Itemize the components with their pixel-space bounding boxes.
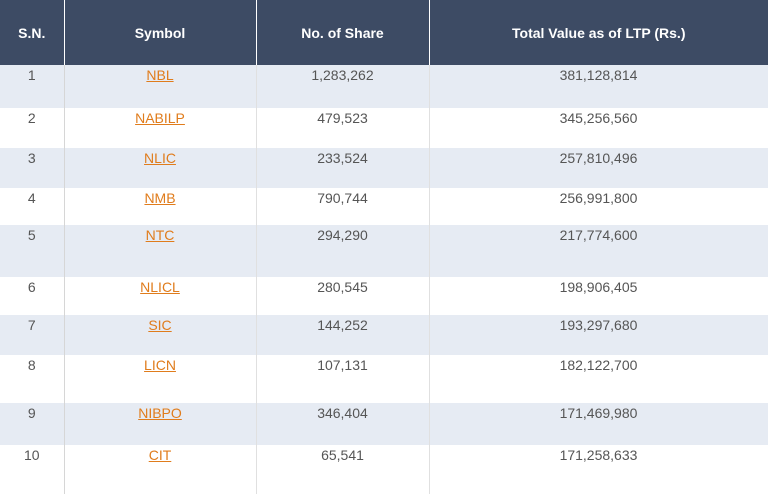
cell-sn: 4 (0, 188, 65, 225)
cell-symbol: NIBPO (63, 403, 257, 445)
header-symbol: Symbol (63, 0, 257, 65)
table-row: 1 NBL 1,283,262 381,128,814 (0, 65, 768, 108)
cell-total-value: 381,128,814 (428, 65, 768, 108)
cell-sn: 6 (0, 277, 65, 315)
symbol-link[interactable]: NIBPO (138, 405, 182, 421)
cell-sn: 7 (0, 315, 65, 355)
header-shares: No. of Share (255, 0, 430, 65)
cell-total-value: 171,258,633 (428, 445, 768, 494)
cell-sn: 8 (0, 355, 65, 403)
symbol-link[interactable]: NLIC (144, 150, 176, 166)
cell-total-value: 171,469,980 (428, 403, 768, 445)
cell-sn: 3 (0, 148, 65, 188)
cell-shares: 280,545 (255, 277, 430, 315)
symbol-link[interactable]: NTC (145, 227, 175, 243)
cell-shares: 1,283,262 (255, 65, 430, 108)
cell-total-value: 182,122,700 (428, 355, 768, 403)
cell-symbol: NBL (63, 65, 257, 108)
cell-symbol: NLICL (63, 277, 257, 315)
cell-total-value: 256,991,800 (428, 188, 768, 225)
table-body: 1 NBL 1,283,262 381,128,814 2 NABILP 479… (0, 65, 768, 494)
symbol-link[interactable]: NMB (144, 190, 176, 206)
cell-symbol: CIT (63, 445, 257, 494)
cell-symbol: SIC (63, 315, 257, 355)
cell-shares: 790,744 (255, 188, 430, 225)
symbol-link[interactable]: LICN (144, 357, 176, 373)
cell-total-value: 193,297,680 (428, 315, 768, 355)
table-row: 3 NLIC 233,524 257,810,496 (0, 148, 768, 188)
cell-shares: 107,131 (255, 355, 430, 403)
cell-sn: 10 (0, 445, 65, 494)
symbol-link[interactable]: NABILP (135, 110, 185, 126)
header-sn: S.N. (0, 0, 65, 65)
cell-shares: 479,523 (255, 108, 430, 148)
table-row: 8 LICN 107,131 182,122,700 (0, 355, 768, 403)
cell-symbol: LICN (63, 355, 257, 403)
symbol-link[interactable]: NLICL (140, 279, 180, 295)
cell-shares: 294,290 (255, 225, 430, 277)
table-row: 10 CIT 65,541 171,258,633 (0, 445, 768, 494)
header-total-value: Total Value as of LTP (Rs.) (428, 0, 768, 65)
cell-symbol: NTC (63, 225, 257, 277)
cell-sn: 1 (0, 65, 65, 108)
table-row: 7 SIC 144,252 193,297,680 (0, 315, 768, 355)
cell-shares: 144,252 (255, 315, 430, 355)
cell-total-value: 217,774,600 (428, 225, 768, 277)
table-row: 6 NLICL 280,545 198,906,405 (0, 277, 768, 315)
cell-total-value: 345,256,560 (428, 108, 768, 148)
table-row: 2 NABILP 479,523 345,256,560 (0, 108, 768, 148)
cell-symbol: NLIC (63, 148, 257, 188)
cell-symbol: NMB (63, 188, 257, 225)
cell-sn: 5 (0, 225, 65, 277)
table-header: S.N. Symbol No. of Share Total Value as … (0, 0, 768, 65)
cell-total-value: 198,906,405 (428, 277, 768, 315)
table-row: 5 NTC 294,290 217,774,600 (0, 225, 768, 277)
header-row: S.N. Symbol No. of Share Total Value as … (0, 0, 768, 65)
table-row: 9 NIBPO 346,404 171,469,980 (0, 403, 768, 445)
cell-sn: 2 (0, 108, 65, 148)
symbol-link[interactable]: SIC (148, 317, 172, 333)
cell-shares: 233,524 (255, 148, 430, 188)
symbol-link[interactable]: NBL (146, 67, 174, 83)
table-row: 4 NMB 790,744 256,991,800 (0, 188, 768, 225)
cell-sn: 9 (0, 403, 65, 445)
symbol-link[interactable]: CIT (148, 447, 172, 463)
cell-symbol: NABILP (63, 108, 257, 148)
cell-total-value: 257,810,496 (428, 148, 768, 188)
cell-shares: 346,404 (255, 403, 430, 445)
cell-shares: 65,541 (255, 445, 430, 494)
